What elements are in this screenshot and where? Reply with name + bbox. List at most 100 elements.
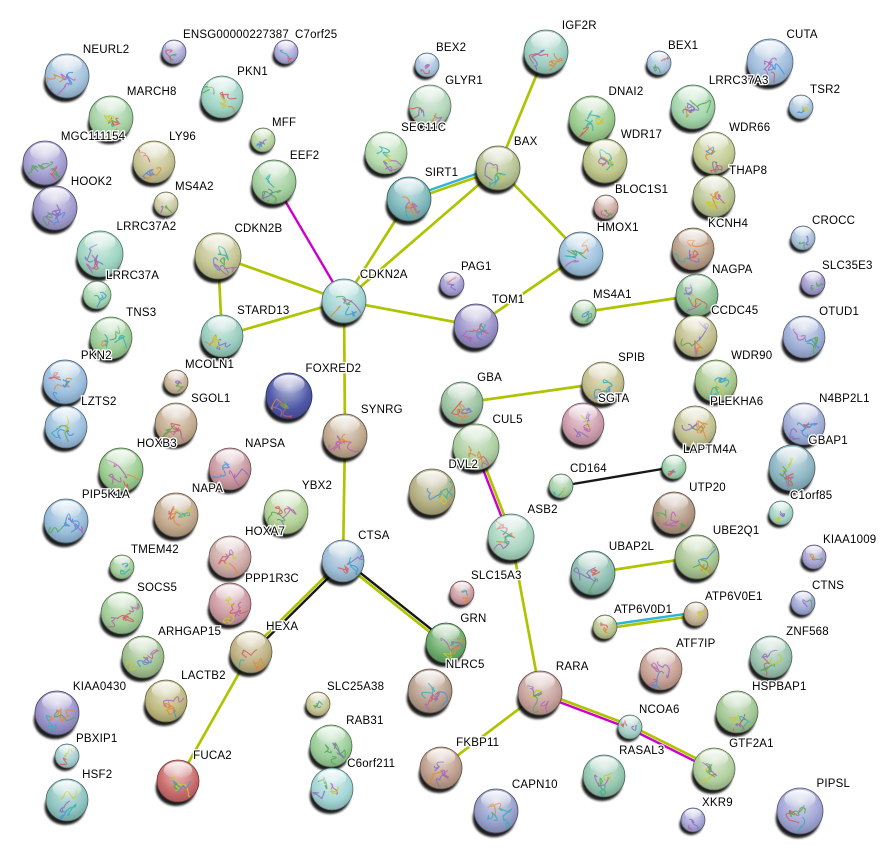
node-PIPSL[interactable] xyxy=(775,787,824,842)
node-C7orf25[interactable] xyxy=(272,39,299,67)
node-HMOX1[interactable] xyxy=(557,231,604,281)
node-THAP8[interactable] xyxy=(691,174,736,222)
node-CTSA[interactable] xyxy=(320,539,372,587)
node-NAPA[interactable] xyxy=(152,492,199,542)
node-ATF7IP[interactable] xyxy=(638,647,683,695)
node-NLRC5[interactable] xyxy=(406,668,453,718)
node-OTUD1[interactable] xyxy=(781,315,826,363)
node-WDR66[interactable] xyxy=(691,131,736,179)
node-WDR17[interactable] xyxy=(581,138,628,188)
node-SGOL1[interactable] xyxy=(153,402,198,450)
node-WDR90[interactable] xyxy=(693,359,738,407)
node-ZNF568[interactable] xyxy=(748,635,793,683)
node-MGC111154[interactable] xyxy=(21,140,68,190)
node-SLC15A3[interactable] xyxy=(448,580,475,608)
node-CUTA[interactable] xyxy=(745,38,794,90)
node-SIRT1[interactable] xyxy=(385,176,432,226)
node-KIAA0430[interactable] xyxy=(33,690,80,740)
node-PLEKHA6[interactable] xyxy=(672,405,717,453)
node-KIAA1009[interactable] xyxy=(800,544,827,572)
node-SOCS5[interactable] xyxy=(99,591,144,639)
node-UBE2Q1[interactable] xyxy=(673,534,720,584)
node-PBXIP1[interactable] xyxy=(53,743,80,771)
node-YBX2[interactable] xyxy=(262,489,309,546)
node-LY96[interactable] xyxy=(131,140,176,188)
node-MFF[interactable] xyxy=(249,127,276,155)
node-TOM1[interactable] xyxy=(452,303,499,353)
node-N4BP2L1[interactable] xyxy=(781,402,826,450)
node-LAPTM4A[interactable] xyxy=(660,454,687,482)
node-GTF2A1[interactable] xyxy=(691,747,736,795)
node-PKN2[interactable] xyxy=(41,359,88,409)
node-GBAP1[interactable] xyxy=(767,444,816,496)
node-SYNRG[interactable] xyxy=(321,413,368,463)
node-LRRC37A2[interactable] xyxy=(75,230,124,282)
node-HOXB3[interactable] xyxy=(97,447,145,497)
node-HOOK2[interactable] xyxy=(31,185,78,235)
node-MCOLN1[interactable] xyxy=(162,369,189,397)
node-SGTA[interactable] xyxy=(560,402,605,450)
node-MS4A2[interactable] xyxy=(152,191,179,219)
node-NAGPA[interactable] xyxy=(674,273,719,321)
node-UBAP2L[interactable] xyxy=(569,550,616,603)
node-HOXA7[interactable] xyxy=(207,535,252,583)
node-LRRC37A[interactable] xyxy=(81,280,112,313)
node-NAPSA[interactable] xyxy=(205,447,252,495)
node-BEX1[interactable] xyxy=(645,50,672,78)
node-SPIB[interactable] xyxy=(580,361,625,415)
node-CROCC[interactable] xyxy=(789,225,816,253)
node-CDKN2B[interactable] xyxy=(193,232,242,284)
node-GBA[interactable] xyxy=(439,381,484,429)
node-ATP6V0D1[interactable] xyxy=(591,614,618,642)
node-CUL5[interactable] xyxy=(451,423,500,475)
node-FUCA2[interactable] xyxy=(155,759,200,807)
node-SLC35E3[interactable] xyxy=(799,270,826,298)
node-GLYR1[interactable] xyxy=(406,84,452,132)
node-TSR2[interactable] xyxy=(787,94,814,122)
node-RARA[interactable] xyxy=(516,670,563,720)
node-ENSG00000227387[interactable] xyxy=(160,39,187,67)
node-TNS3[interactable] xyxy=(88,316,133,364)
node-EEF2[interactable] xyxy=(250,159,297,209)
node-UTP20[interactable] xyxy=(651,491,696,540)
node-BLOC1S1[interactable] xyxy=(592,194,619,222)
node-FKBP11[interactable] xyxy=(418,746,463,794)
node-STARD13[interactable] xyxy=(199,314,244,362)
node-SEC11C[interactable] xyxy=(363,131,408,190)
node-HEXA[interactable] xyxy=(228,630,273,678)
edge-ATP6V0D1-ATP6V0E1[interactable] xyxy=(603,614,698,630)
node-DNAI2[interactable] xyxy=(567,95,616,147)
node-NCOA6[interactable] xyxy=(616,714,643,742)
node-RAB31[interactable] xyxy=(308,724,353,772)
node-BAX[interactable] xyxy=(474,145,521,195)
node-HSF2[interactable] xyxy=(44,778,89,826)
node-C6orf211[interactable] xyxy=(309,767,354,815)
node-CTNS[interactable] xyxy=(789,590,816,618)
node-LZTS2[interactable] xyxy=(43,405,88,453)
edge-CTSA-GRN[interactable] xyxy=(342,558,449,643)
node-ASB2[interactable] xyxy=(486,513,535,565)
node-GRN[interactable] xyxy=(424,622,467,667)
node-RASAL3[interactable] xyxy=(581,754,626,806)
node-TMEM42[interactable] xyxy=(108,554,135,582)
node-FOXRED2[interactable] xyxy=(264,372,313,424)
edge-ATP6V0D1-ATP6V0E1[interactable] xyxy=(603,611,697,627)
node-PKN1[interactable] xyxy=(199,75,244,123)
node-IGF2R[interactable] xyxy=(522,29,569,79)
edge-CDKN2A-BAX[interactable] xyxy=(342,166,500,303)
node-PAG1[interactable] xyxy=(438,271,465,299)
node-XKR9[interactable] xyxy=(679,807,706,835)
edge-CD164-LAPTM4A[interactable] xyxy=(559,465,676,488)
node-HSPBAP1[interactable] xyxy=(714,690,759,738)
node-MS4A1[interactable] xyxy=(570,299,597,327)
node-CD164[interactable] xyxy=(547,473,574,501)
node-CAPN10[interactable] xyxy=(472,788,519,838)
node-BEX2[interactable] xyxy=(413,52,440,80)
node-DVL2[interactable] xyxy=(407,468,461,520)
node-ARHGAP15[interactable] xyxy=(120,635,165,683)
node-NEURL2[interactable] xyxy=(38,53,90,103)
node-SLC25A38[interactable] xyxy=(304,691,331,719)
node-CCDC45[interactable] xyxy=(673,314,718,362)
node-KCNH4[interactable] xyxy=(670,227,715,275)
edge-GBA-SPIB[interactable] xyxy=(460,381,605,405)
